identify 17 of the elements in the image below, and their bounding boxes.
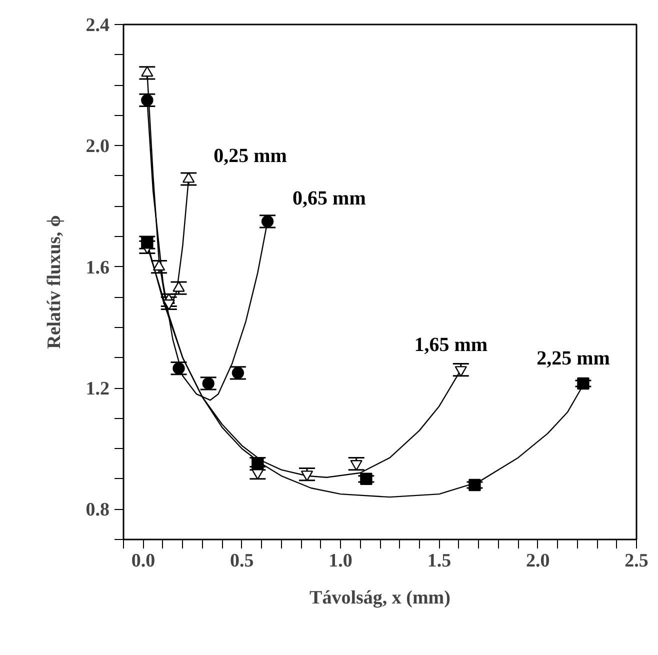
x-tick-label: 2.5 — [624, 550, 648, 572]
y-axis-title: Relatív fluxus, ϕ — [44, 214, 65, 349]
y-tick-label: 1.2 — [86, 378, 110, 400]
series-label: 0,65 mm — [292, 187, 366, 210]
x-tick-label: 0.5 — [230, 550, 254, 572]
series-label: 1,65 mm — [414, 334, 488, 356]
y-tick-label: 1.6 — [86, 257, 110, 278]
x-tick-label: 1.0 — [328, 550, 352, 572]
series-label: 2,25 mm — [536, 347, 610, 370]
x-tick-label: 2.0 — [526, 550, 550, 572]
y-tick-label: 2.0 — [86, 136, 110, 158]
y-tick-label: 2.4 — [86, 15, 110, 36]
series-label: 0,25 mm — [214, 145, 288, 167]
y-tick-label: 0.8 — [86, 500, 110, 521]
x-tick-label: 0.0 — [131, 550, 156, 572]
x-tick-label: 1.5 — [427, 550, 452, 572]
x-axis-title: Távolság, x (mm) — [310, 588, 450, 608]
